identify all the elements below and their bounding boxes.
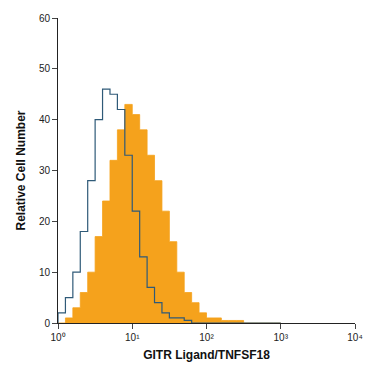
svg-text:20: 20 — [39, 216, 51, 227]
svg-text:60: 60 — [39, 13, 51, 24]
svg-text:10¹: 10¹ — [125, 332, 140, 343]
svg-text:Relative Cell Number: Relative Cell Number — [14, 110, 28, 230]
svg-text:10⁰: 10⁰ — [50, 332, 65, 343]
svg-text:10³: 10³ — [274, 332, 289, 343]
svg-text:10²: 10² — [199, 332, 214, 343]
svg-text:50: 50 — [39, 63, 51, 74]
svg-text:10: 10 — [39, 267, 51, 278]
svg-text:40: 40 — [39, 114, 51, 125]
svg-text:10⁴: 10⁴ — [347, 332, 362, 343]
svg-text:0: 0 — [44, 318, 50, 329]
svg-text:GITR Ligand/TNFSF18: GITR Ligand/TNFSF18 — [143, 348, 270, 362]
svg-text:30: 30 — [39, 165, 51, 176]
